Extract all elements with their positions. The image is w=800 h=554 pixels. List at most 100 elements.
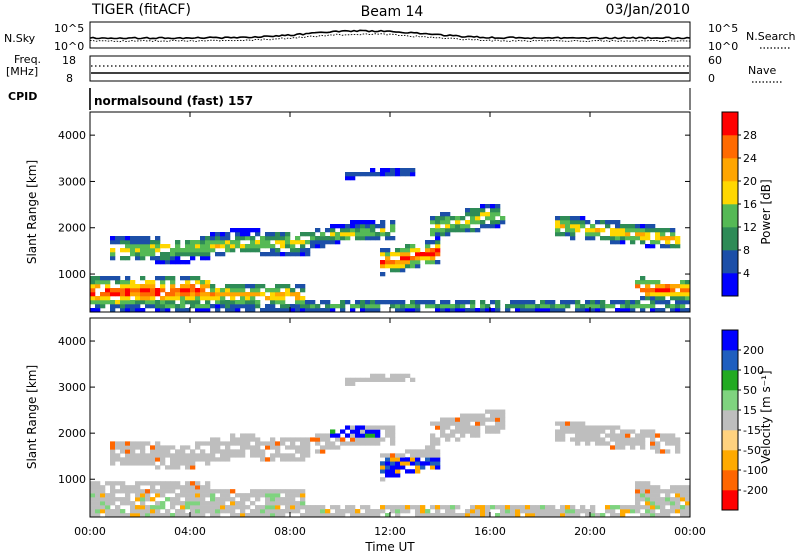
power-cell (435, 248, 441, 253)
velocity-cell (470, 509, 476, 514)
velocity-cell (315, 433, 321, 438)
velocity-cell (375, 509, 381, 514)
velocity-cell (305, 449, 311, 454)
power-cell (375, 172, 381, 177)
power-cell (445, 212, 451, 217)
velocity-cell (490, 505, 496, 510)
power-cell (610, 228, 616, 233)
velocity-cell (610, 429, 616, 434)
velocity-cell (150, 457, 156, 462)
power-cell (250, 296, 256, 301)
velocity-cell (125, 497, 131, 502)
power-cell (180, 308, 186, 313)
velocity-cell (620, 509, 626, 514)
velocity-cell (580, 421, 586, 426)
power-cell (240, 248, 246, 253)
power-cell (265, 304, 271, 309)
power-cell (90, 308, 96, 313)
velocity-cell (565, 425, 571, 430)
power-cell (590, 300, 596, 305)
velocity-cell (90, 509, 96, 514)
power-cell (395, 168, 401, 173)
power-cell (100, 296, 106, 301)
power-cell (330, 304, 336, 309)
power-cell (585, 304, 591, 309)
velocity-cell (210, 501, 216, 506)
velocity-cell (675, 493, 681, 498)
power-cell (480, 224, 486, 229)
power-cell (120, 236, 126, 241)
velocity-colorbar-swatch (722, 450, 738, 471)
velocity-cell (185, 513, 191, 518)
velocity-cell (265, 509, 271, 514)
power-cell (335, 240, 341, 245)
power-cell (105, 280, 111, 285)
power-cell (135, 248, 141, 253)
power-cell (455, 300, 461, 305)
power-cell (195, 292, 201, 297)
power-cell (300, 300, 306, 305)
power-cell (420, 256, 426, 261)
power-cell (305, 300, 311, 305)
velocity-cell (185, 497, 191, 502)
velocity-cell (550, 513, 556, 518)
power-cell (595, 228, 601, 233)
velocity-cell (470, 413, 476, 418)
power-cell (245, 304, 251, 309)
velocity-cell (110, 489, 116, 494)
velocity-cell (180, 457, 186, 462)
velocity-cell (120, 485, 126, 490)
velocity-cell (645, 485, 651, 490)
power-cell (235, 228, 241, 233)
velocity-cell (420, 465, 426, 470)
velocity-cell (130, 461, 136, 466)
velocity-cell (210, 449, 216, 454)
velocity-cell (325, 441, 331, 446)
power-cell (495, 220, 501, 225)
velocity-cell (350, 441, 356, 446)
velocity-cell (300, 501, 306, 506)
power-cell (390, 168, 396, 173)
power-cell (640, 224, 646, 229)
power-cell (685, 284, 691, 289)
velocity-cell (200, 501, 206, 506)
power-cell (580, 304, 586, 309)
power-cell (330, 308, 336, 313)
velocity-cell (555, 421, 561, 426)
velocity-cell (420, 449, 426, 454)
nsky-label: N.Sky (4, 32, 36, 45)
velocity-cell (270, 453, 276, 458)
power-cell (230, 292, 236, 297)
velocity-colorbar-swatch (722, 490, 738, 511)
velocity-cell (250, 437, 256, 442)
velocity-cell (415, 457, 421, 462)
velocity-cell (405, 461, 411, 466)
velocity-cell (465, 421, 471, 426)
velocity-cell (515, 509, 521, 514)
velocity-cell (100, 493, 106, 498)
velocity-cell (190, 457, 196, 462)
power-cell (110, 292, 116, 297)
power-cell (335, 304, 341, 309)
velocity-cell (275, 453, 281, 458)
power-cell (450, 224, 456, 229)
velocity-cell (245, 505, 251, 510)
velocity-cell (445, 421, 451, 426)
power-cell (155, 292, 161, 297)
velocity-cell (135, 489, 141, 494)
velocity-cell (615, 513, 621, 518)
power-cell (665, 240, 671, 245)
velocity-cell (470, 433, 476, 438)
power-cell (200, 288, 206, 293)
velocity-cell (195, 513, 201, 518)
velocity-cell (405, 457, 411, 462)
power-cell (400, 300, 406, 305)
velocity-cell (275, 497, 281, 502)
power-cell (680, 284, 686, 289)
velocity-cell (325, 445, 331, 450)
velocity-cell (365, 513, 371, 518)
velocity-cell (150, 505, 156, 510)
power-cell (430, 304, 436, 309)
velocity-cell (345, 377, 351, 382)
velocity-cell (95, 509, 101, 514)
